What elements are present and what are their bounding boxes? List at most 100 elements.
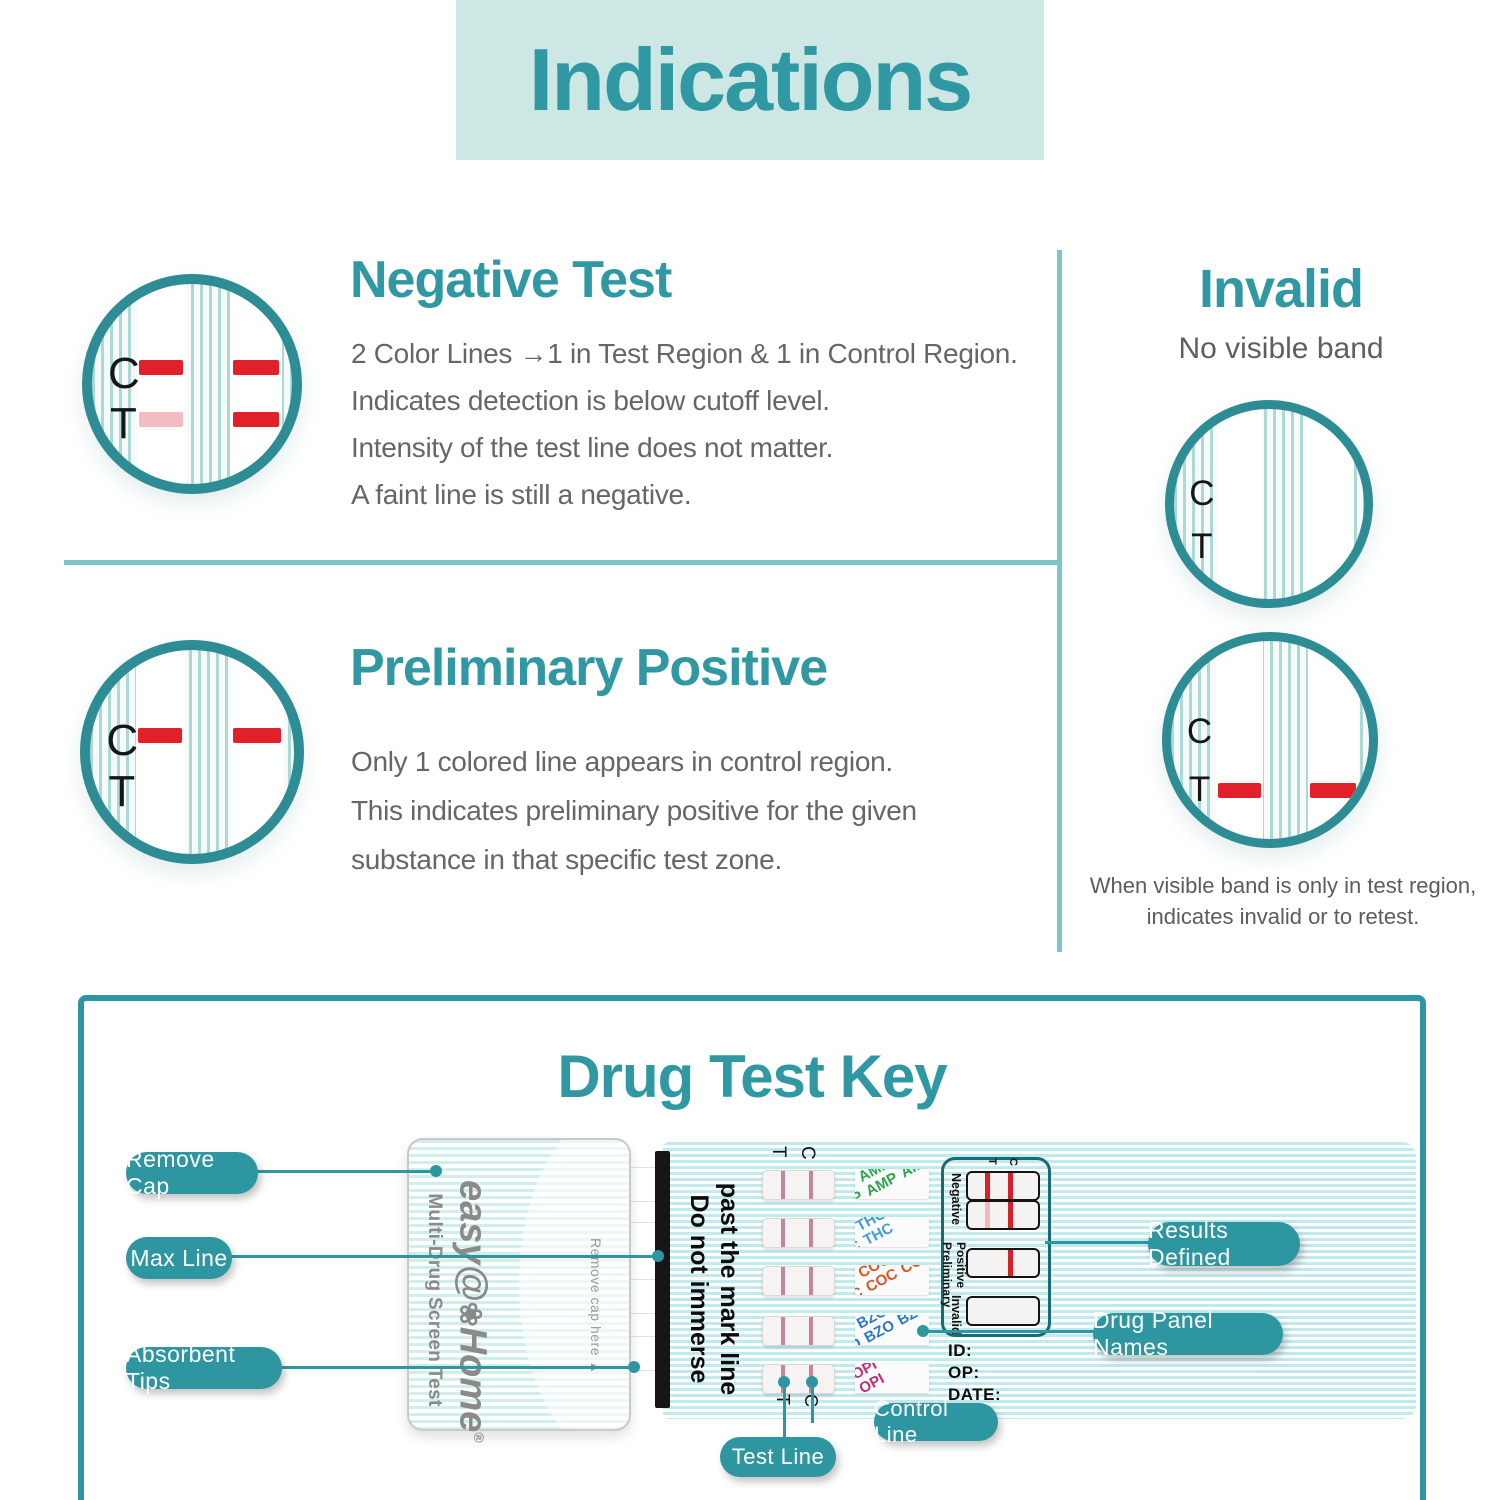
test-line (781, 1219, 785, 1247)
remove-cap-connector (256, 1170, 438, 1173)
test-strip-right (230, 284, 282, 484)
test-line-label-top: T (768, 1146, 789, 1158)
drug-panel-names-connector (925, 1330, 1095, 1333)
result-label-negative: Negative (949, 1173, 963, 1226)
preliminary-positive-heading: Preliminary Positive (350, 639, 828, 697)
control-line (809, 1317, 813, 1345)
drug-panel-patch-amp: AMPAMPAMPAMPAMPAMP (855, 1169, 929, 1199)
date-field: DATE: (948, 1385, 1002, 1404)
test-line (781, 1171, 785, 1199)
drug-panel-patch-coc: COCCOCCOCCOCCOCCOC (855, 1265, 929, 1295)
negative-test-cassette-circle: C T (82, 274, 302, 494)
panel-pattern: AMPAMPAMPAMPAMPAMP (855, 1169, 929, 1199)
device-cap (407, 1138, 631, 1431)
id-field: ID: (948, 1341, 973, 1360)
horizontal-divider (64, 560, 1060, 565)
control-line-dot (806, 1376, 818, 1388)
max-line-callout: Max Line (126, 1237, 232, 1279)
control-line (809, 1219, 813, 1247)
device-strip-opi (762, 1364, 835, 1394)
caption-line: indicates invalid or to retest. (1146, 904, 1420, 929)
control-line (1008, 1173, 1013, 1199)
control-line-label-top: C (797, 1146, 818, 1160)
test-line-connector (783, 1383, 786, 1440)
test-line-dot (778, 1376, 790, 1388)
device-strip-thc (762, 1218, 835, 1248)
test-strip-left (137, 284, 185, 484)
results-defined-callout: Results Defined (1148, 1217, 1300, 1270)
remove-cap-note: Remove cap here ▲ (588, 1238, 604, 1375)
control-line (1008, 1250, 1013, 1276)
op-field: OP: (948, 1363, 980, 1382)
preliminary-positive-description: Only 1 colored line appears in control r… (351, 737, 917, 884)
result-label-invalid: Invalid (949, 1295, 963, 1335)
invalid-caption: When visible band is only in test region… (1064, 870, 1500, 932)
device-strip-coc (762, 1266, 835, 1296)
warning-line: Do not immerse (685, 1194, 713, 1384)
absorbent-tips-connector (280, 1366, 635, 1369)
test-region-label: T (1188, 769, 1211, 809)
control-line-callout: Control Line (874, 1396, 998, 1447)
control-line-strong (138, 727, 183, 744)
test-line-strong (1310, 782, 1357, 798)
drug-panel-patch-thc: THCTHCTHCTHCTHCTHC (855, 1217, 929, 1247)
brand-prefix: easy@ (451, 1180, 494, 1302)
test-region-label: T (108, 767, 136, 817)
control-region-label: C (106, 716, 139, 766)
test-strip-left (1216, 409, 1263, 599)
brand-name: easy@❀Home® (446, 1180, 502, 1443)
test-strip-right (1307, 641, 1360, 839)
result-strip-invalid (966, 1296, 1040, 1326)
control-region-label: C (1189, 473, 1215, 513)
test-line-strong (232, 412, 280, 428)
drug-test-key-box (78, 995, 1426, 1500)
description-line: A faint line is still a negative. (351, 479, 692, 510)
test-line-strong (1217, 782, 1261, 798)
test-line (985, 1173, 990, 1199)
brand-label: easy@❀Home® Multi-Drug Screen Test (422, 1180, 502, 1443)
control-line (809, 1171, 813, 1199)
drug-panel-patch-bzo: BZOBZOBZOBZOBZOBZO (855, 1315, 929, 1345)
control-line-strong (232, 360, 280, 376)
max-line-connector (230, 1255, 660, 1258)
panel-pattern: COCCOCCOCCOCCOCCOC (855, 1265, 929, 1295)
negative-test-heading: Negative Test (350, 251, 672, 309)
results-defined-box (941, 1157, 1051, 1337)
absorbent-tips-callout: Absorbent Tips (126, 1341, 282, 1394)
control-line (809, 1267, 813, 1295)
mini-test-label: T (986, 1158, 998, 1165)
max-line-bar (655, 1151, 670, 1408)
test-region-label: T (1191, 526, 1213, 566)
max-line-dot (652, 1250, 664, 1262)
description-line: Indicates detection is below cutoff leve… (351, 385, 830, 416)
drug-test-key-heading: Drug Test Key (557, 1043, 947, 1110)
panel-pattern: THCTHCTHCTHCTHCTHC (855, 1217, 921, 1247)
test-line (781, 1317, 785, 1345)
invalid-heading: Invalid (1198, 259, 1364, 319)
description-line: Intensity of the test line does not matt… (351, 432, 834, 463)
test-line-callout: Test Line (720, 1437, 836, 1477)
description-line: substance in that specific test zone. (351, 844, 782, 875)
control-line-strong (139, 360, 183, 376)
brand-subtitle: Multi-Drug Screen Test (424, 1193, 446, 1407)
preliminary-positive-cassette-circle: C T (80, 640, 304, 864)
description-line: This indicates preliminary positive for … (351, 795, 917, 826)
test-line (781, 1267, 785, 1295)
invalid-subheading: No visible band (1178, 332, 1384, 365)
brand-suffix: Home (451, 1326, 494, 1433)
remove-cap-callout: Remove Cap (126, 1146, 258, 1199)
invalid-cassette-circle-blank: C T (1165, 400, 1373, 608)
immersion-warning: past the mark line Do not immerse (684, 1170, 744, 1408)
test-strip-right (230, 650, 284, 854)
absorbent-tips-dot (628, 1361, 640, 1373)
description-line: 2 Color Lines →1 in Test Region & 1 in C… (351, 338, 1018, 369)
flower-logo-icon: ❀ (453, 1301, 487, 1327)
device-strip-bzo (762, 1316, 835, 1346)
caption-line: When visible band is only in test region… (1089, 873, 1477, 898)
title-banner: Indications (456, 0, 1044, 160)
cap-wave-decoration (519, 1140, 629, 1429)
warning-line: past the mark line (715, 1182, 743, 1396)
test-region-label: T (110, 399, 137, 448)
test-strip-right (1305, 409, 1355, 599)
